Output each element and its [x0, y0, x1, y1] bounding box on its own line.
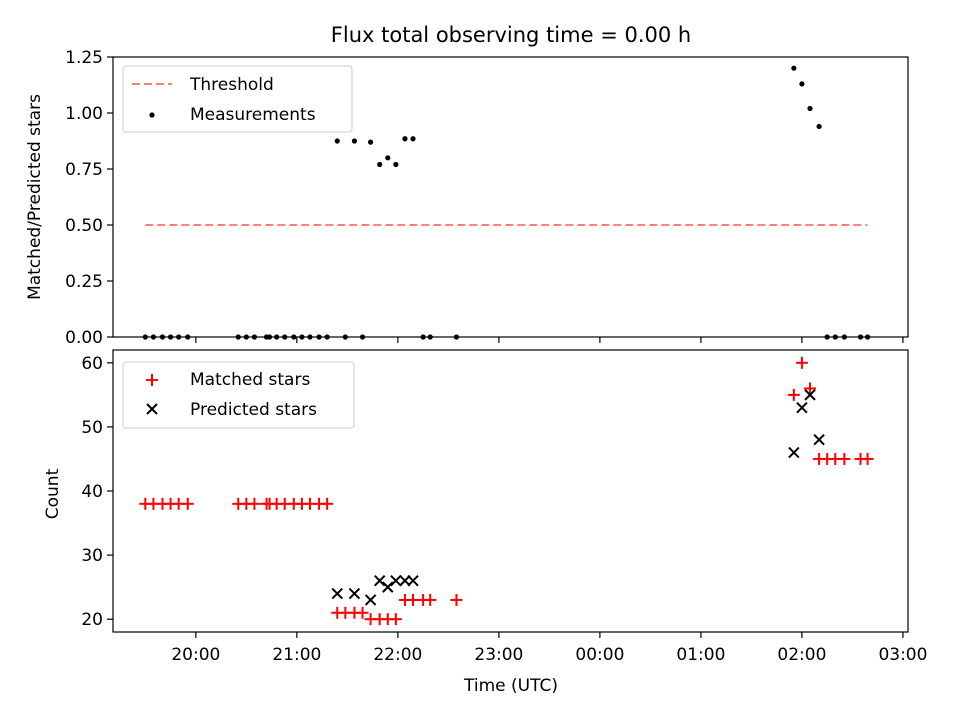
matched-star-point: [861, 452, 874, 465]
bottom-y-ticks: 20 30 40 50 60: [81, 354, 113, 630]
bottom-legend: Matched stars Predicted stars: [122, 361, 355, 429]
measurement-point: [351, 138, 358, 144]
bottom-x-tick-label: 02:00: [777, 645, 826, 665]
matched-star-point: [787, 388, 800, 401]
matched-star-point: [450, 593, 463, 606]
bottom-x-tick-label: 00:00: [575, 645, 624, 665]
matched-star-point: [248, 497, 261, 510]
bottom-x-tick-label: 23:00: [474, 645, 523, 665]
measurement-point: [393, 161, 399, 168]
bottom-y-axis-label: Count: [43, 468, 63, 519]
legend-measurements-swatch: [149, 112, 155, 118]
bottom-x-ticks: 20:00 21:00 22:00 23:00 00:00 01:00 02:00 03:00: [171, 632, 927, 665]
legend-matched-label: Matched stars: [190, 370, 310, 390]
measurement-point: [367, 139, 374, 145]
top-axes-frame: [112, 56, 909, 338]
top-y-axis-label: Matched/Predicted stars: [25, 94, 45, 300]
top-y-tick-label: 0.50: [65, 216, 103, 236]
top-y-tick-label: 1.25: [65, 48, 103, 68]
predicted-star-point: [788, 446, 800, 459]
bottom-x-tick-label: 21:00: [272, 645, 321, 665]
bottom-panel: Count Time (UTC) 20 30 40 50 60 20:00 21:00 22…: [43, 349, 927, 696]
bottom-x-tick-label: 22:00: [373, 645, 422, 665]
measurement-point: [410, 136, 416, 142]
matched-star-point: [321, 497, 334, 510]
predicted-star-point: [796, 401, 808, 414]
top-y-tick-label: 0.25: [65, 272, 103, 292]
bottom-y-tick-label: 30: [81, 546, 103, 566]
measurement-point: [791, 65, 797, 71]
matched-star-point: [804, 382, 817, 395]
measurement-point: [385, 155, 391, 161]
top-legend: Threshold Measurements: [122, 65, 353, 133]
matched-star-point: [407, 593, 420, 606]
matched-star-point: [838, 452, 851, 465]
top-legend-box: [122, 65, 353, 133]
predicted-star-point: [390, 575, 402, 587]
matched-star-point: [795, 356, 808, 369]
predicted-star-point: [399, 575, 411, 587]
bottom-y-tick-label: 60: [81, 354, 103, 374]
predicted-star-point: [364, 594, 377, 606]
matched-star-point: [424, 593, 437, 606]
measurement-point: [402, 136, 408, 142]
chart-title: Flux total observing time = 0.00 h: [331, 23, 691, 47]
top-y-ticks: 0.00 0.25 0.50 0.75 1.00 1.25: [65, 48, 113, 348]
top-panel: Flux total observing time = 0.00 h Match…: [25, 23, 909, 348]
predicted-star-point: [382, 581, 394, 593]
matched-star-point: [181, 497, 194, 510]
legend-threshold-label: Threshold: [189, 75, 274, 95]
measurement-point: [799, 81, 805, 87]
measurement-point: [816, 123, 822, 130]
bottom-x-tick-label: 01:00: [676, 645, 725, 665]
top-y-tick-label: 1.00: [65, 104, 103, 124]
bottom-x-tick-label: 03:00: [878, 645, 927, 665]
legend-matched-swatch: [146, 374, 158, 386]
legend-predicted-swatch: [146, 403, 158, 415]
top-x-ticks: [195, 337, 904, 343]
legend-predicted-label: Predicted stars: [190, 400, 317, 420]
predicted-star-point: [348, 587, 361, 600]
bottom-x-tick-label: 20:00: [171, 645, 220, 665]
bottom-y-tick-label: 40: [81, 482, 103, 502]
predicted-star-point: [407, 575, 419, 587]
predicted-star-point: [804, 389, 816, 401]
bottom-legend-box: [122, 361, 355, 429]
predicted-star-point: [373, 575, 386, 587]
measurement-point: [334, 138, 340, 144]
top-y-tick-label: 0.75: [65, 160, 103, 180]
top-y-tick-label: 0.00: [65, 328, 103, 348]
legend-measurements-label: Measurements: [190, 105, 316, 125]
measurement-point: [807, 105, 813, 112]
bottom-plot-area: [139, 356, 874, 626]
matched-star-point: [356, 606, 369, 619]
measurement-point: [377, 161, 383, 168]
bottom-x-axis-label: Time (UTC): [463, 676, 558, 696]
bottom-axes-frame: [112, 349, 909, 633]
matched-star-point: [389, 613, 402, 626]
bottom-y-tick-label: 50: [81, 418, 103, 438]
predicted-star-point: [813, 434, 825, 446]
bottom-y-tick-label: 20: [81, 610, 103, 630]
predicted-star-point: [331, 587, 343, 600]
